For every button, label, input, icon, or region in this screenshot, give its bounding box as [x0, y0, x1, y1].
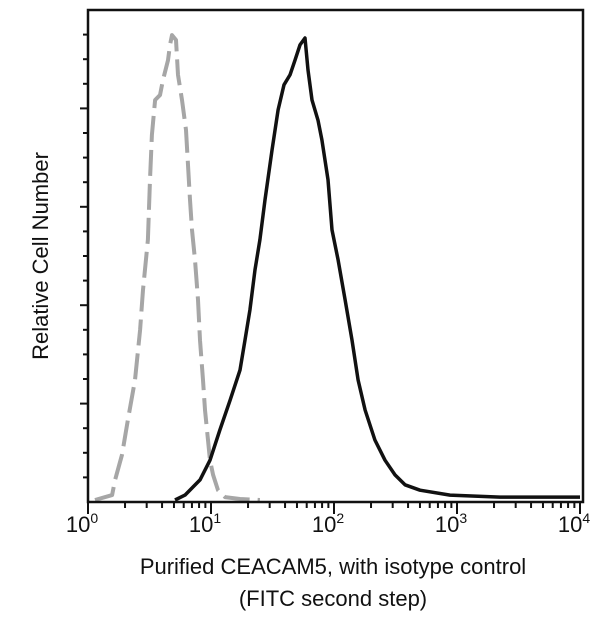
- x-tick-label: 102: [312, 510, 344, 537]
- x-tick-label: 101: [189, 510, 221, 537]
- x-axis-label-line2: (FITC second step): [239, 586, 427, 611]
- y-axis-label: Relative Cell Number: [28, 152, 53, 360]
- series-line-isotype-control: [94, 33, 261, 502]
- plot-frame: [86, 8, 585, 504]
- x-tick-label: 104: [558, 510, 590, 537]
- x-axis-label: Purified CEACAM5, with isotype control: [140, 554, 526, 579]
- y-axis-ticks: [80, 33, 88, 479]
- series-line-ceacam5: [174, 36, 580, 502]
- x-tick-label: 103: [435, 510, 467, 537]
- x-tick-label: 100: [66, 510, 98, 537]
- x-axis-ticks: [87, 502, 581, 514]
